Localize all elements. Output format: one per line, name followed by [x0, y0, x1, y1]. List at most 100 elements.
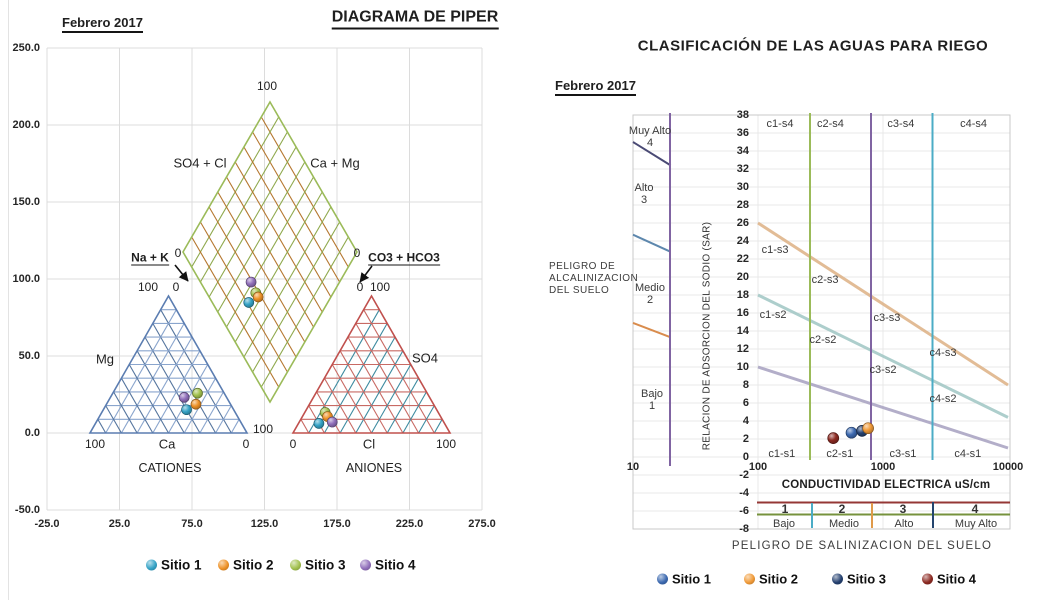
boundary-low-s2-s3: [632, 233, 672, 253]
wilcox-legend-dot-sitio-3: [832, 573, 843, 585]
wilcox-legend-item-sitio-1: Sitio 1: [657, 572, 711, 587]
wilcox-legend-label: Sitio 2: [759, 571, 799, 587]
piper-x-tick: -25.0: [34, 518, 60, 530]
anion-apex-0-label: 0: [356, 280, 364, 294]
ca-axis-label: Ca: [158, 436, 176, 452]
wilcox-zone-label-c4-s3: c4-s3: [929, 346, 957, 359]
piper-legend-label: Sitio 4: [375, 557, 416, 573]
diamond-top-100-label: 100: [256, 79, 278, 93]
wilcox-zone-label-c4-s1: c4-s1: [954, 448, 982, 461]
wilcox-ec-tick: 10: [626, 461, 640, 473]
piper-date-label: Febrero 2017: [62, 15, 143, 33]
wilcox-legend-item-sitio-4: Sitio 4: [922, 572, 976, 587]
piper-data-points: [178, 276, 338, 429]
cation-point-sitio-1: [181, 404, 192, 416]
salinity-class-name-3: Alto: [894, 518, 914, 530]
wilcox-zone-label-c2-s2: c2-s2: [809, 334, 837, 346]
wilcox-sar-tick: -6: [739, 505, 749, 517]
wilcox-legend-label: Sitio 3: [847, 571, 887, 587]
wilcox-sar-tick: 0: [742, 451, 749, 463]
piper-plot-area: [46, 47, 483, 511]
diamond-point-sitio-1: [243, 297, 255, 308]
wilcox-sar-tick: 6: [742, 397, 749, 409]
piper-x-tick: 75.0: [181, 518, 203, 530]
wilcox-legend-dot-sitio-4: [922, 573, 933, 585]
wilcox-zone-label-c2-s4: c2-s4: [817, 118, 844, 130]
piper-legend-label: Sitio 1: [161, 557, 202, 573]
sodium-class-name-4: Muy Alto: [628, 125, 672, 137]
conductivity-axis-label: CONDUCTIVIDAD ELECTRICA uS/cm: [781, 479, 991, 491]
piper-y-tick: 100.0: [12, 273, 40, 285]
diamond-grid: [182, 100, 358, 404]
wilcox-ec-tick: 10000: [992, 461, 1024, 473]
wilcox-point-sitio-4: [827, 432, 840, 444]
piper-x-tick: 275.0: [468, 518, 496, 530]
diamond-right-zero-label: 0: [353, 246, 361, 260]
wilcox-plot-area: [632, 113, 1011, 530]
salinity-class-number-3: 3: [899, 502, 907, 516]
piper-legend-item-sitio-1: Sitio 1: [146, 558, 202, 573]
wilcox-legend-item-sitio-2: Sitio 2: [744, 572, 798, 587]
salinity-class-name-2: Medio: [829, 518, 859, 530]
piper-x-tick: 25.0: [108, 518, 131, 530]
wilcox-ec-tick: 100: [748, 461, 768, 473]
wilcox-zone-label-c3-s4: c3-s4: [887, 118, 915, 130]
piper-x-tick: 175.0: [323, 518, 351, 530]
wilcox-sar-tick: 32: [736, 163, 749, 175]
salinity-class-number-1: 1: [781, 502, 789, 516]
piper-y-tick: 250.0: [12, 42, 40, 54]
piper-y-tick: -50.0: [14, 504, 40, 516]
piper-legend-label: Sitio 3: [305, 557, 346, 573]
cation-bottom-100-label: 100: [84, 437, 106, 451]
cation-point-sitio-2: [190, 398, 202, 410]
diamond-ca-mg-axis-label: Ca + Mg: [310, 155, 360, 171]
piper-legend-item-sitio-4: Sitio 4: [360, 558, 416, 573]
wilcox-zone-label-c1-s3: c1-s3: [761, 244, 789, 256]
wilcox-title: CLASIFICACIÓN DE LAS AGUAS PARA RIEGO: [637, 37, 989, 55]
wilcox-ec-tick: 1000: [870, 461, 896, 473]
wilcox-zone-label-c2-s3: c2-s3: [811, 273, 839, 286]
wilcox-date-label: Febrero 2017: [555, 78, 636, 96]
piper-legend-label: Sitio 2: [233, 557, 274, 573]
alkalinity-hazard-line-3: DEL SUELO: [549, 285, 610, 296]
wilcox-sar-tick: 34: [736, 145, 749, 157]
piper-legend-dot-sitio-4: [360, 559, 371, 571]
piper-legend-item-sitio-2: Sitio 2: [218, 558, 274, 573]
anion-point-sitio-1: [313, 418, 325, 429]
wilcox-sar-tick: 8: [742, 379, 749, 391]
wilcox-sar-tick: 10: [736, 361, 749, 373]
wilcox-sar-tick: 38: [736, 109, 749, 121]
piper-x-tick: 125.0: [250, 518, 279, 530]
sodium-class-number-1: 1: [648, 400, 656, 412]
anion-triangle-grid: [291, 294, 452, 434]
alkalinity-hazard-line-1: PELIGRO DE: [549, 261, 616, 272]
boundary-s2-s3: [757, 293, 1009, 419]
wilcox-sar-tick: 16: [736, 307, 749, 319]
wilcox-zone-label-c1-s4: c1-s4: [766, 118, 794, 130]
sodium-class-name-2: Medio: [635, 282, 665, 294]
wilcox-sar-tick: 18: [736, 289, 749, 301]
piper-y-tick: 200.0: [12, 119, 40, 131]
wilcox-legend-dot-sitio-2: [744, 573, 755, 585]
salinity-class-name-1: Bajo: [772, 518, 796, 530]
salinity-class-name-4: Muy Alto: [954, 518, 998, 530]
wilcox-legend-label: Sitio 1: [672, 571, 712, 587]
sar-axis-label: RELACION DE ADSORCION DEL SODIO (SAR): [701, 221, 713, 451]
aniones-title: ANIONES: [345, 461, 403, 475]
so4-axis-label: SO4: [411, 350, 439, 366]
wilcox-sar-tick: 14: [736, 325, 749, 337]
piper-y-tick: 150.0: [12, 196, 40, 208]
wilcox-zone-label-c1-s1: c1-s1: [768, 448, 796, 461]
anion-bottom-0-label: 0: [289, 437, 297, 451]
salinity-hazard-title: PELIGRO DE SALINIZACION DEL SUELO: [731, 540, 993, 552]
sodium-class-number-4: 4: [646, 137, 654, 149]
boundary-s3-s4: [757, 221, 1009, 387]
wilcox-legend-dot-sitio-1: [657, 573, 668, 585]
cl-axis-label: Cl: [362, 436, 376, 452]
wilcox-sar-tick: -2: [739, 469, 749, 481]
diamond-point-sitio-2: [252, 291, 264, 303]
wilcox-sar-tick: 30: [736, 181, 749, 193]
